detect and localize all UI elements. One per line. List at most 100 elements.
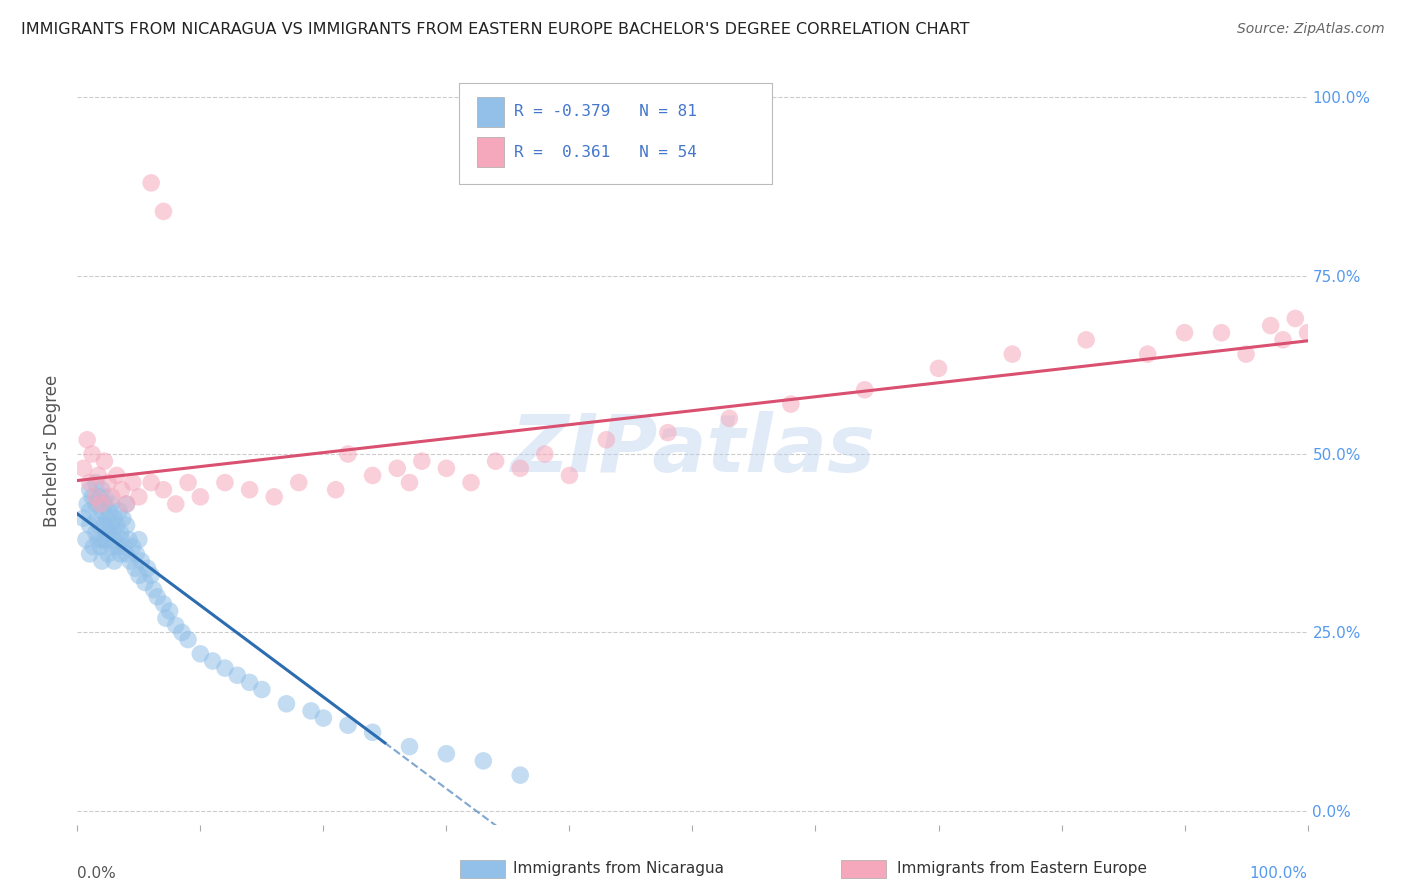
Point	[97, 525, 120, 540]
Point	[90, 554, 114, 568]
Point	[84, 475, 107, 490]
Point	[436, 461, 458, 475]
Text: 0.0%: 0.0%	[77, 866, 117, 881]
Point	[141, 568, 163, 582]
Point	[214, 661, 236, 675]
Point	[84, 490, 107, 504]
Point	[1211, 326, 1233, 340]
Point	[115, 518, 138, 533]
Text: R = -0.379   N = 81: R = -0.379 N = 81	[515, 104, 697, 120]
Point	[128, 568, 150, 582]
Point	[97, 475, 120, 490]
Point	[472, 754, 495, 768]
Point	[534, 447, 557, 461]
Point	[159, 604, 181, 618]
Point	[118, 533, 141, 547]
Point	[98, 504, 121, 518]
Point	[165, 497, 187, 511]
Point	[1260, 318, 1282, 333]
Point	[115, 547, 138, 561]
Point	[103, 554, 125, 568]
Point	[239, 483, 262, 497]
Point	[76, 497, 98, 511]
Point	[79, 483, 101, 497]
Point	[1136, 347, 1159, 361]
Point	[82, 540, 104, 554]
Point	[152, 204, 174, 219]
Point	[134, 575, 156, 590]
Text: R =  0.361   N = 54: R = 0.361 N = 54	[515, 145, 697, 160]
Point	[361, 725, 384, 739]
Point	[718, 411, 741, 425]
Text: IMMIGRANTS FROM NICARAGUA VS IMMIGRANTS FROM EASTERN EUROPE BACHELOR'S DEGREE CO: IMMIGRANTS FROM NICARAGUA VS IMMIGRANTS …	[21, 22, 970, 37]
Point	[121, 475, 143, 490]
Point	[111, 511, 134, 525]
Point	[325, 483, 347, 497]
Point	[110, 547, 132, 561]
Point	[100, 518, 122, 533]
Point	[112, 540, 135, 554]
Point	[94, 533, 117, 547]
Point	[177, 475, 200, 490]
Point	[460, 475, 482, 490]
Point	[94, 490, 117, 504]
Point	[86, 511, 108, 525]
Point	[128, 490, 150, 504]
Text: Immigrants from Nicaragua: Immigrants from Nicaragua	[513, 862, 724, 876]
Point	[263, 490, 285, 504]
Point	[129, 554, 153, 568]
Point	[108, 504, 131, 518]
Point	[141, 176, 163, 190]
Point	[111, 483, 132, 497]
Bar	[477, 97, 505, 127]
Point	[1296, 326, 1319, 340]
Point	[103, 511, 125, 525]
Point	[1234, 347, 1257, 361]
Point	[124, 561, 146, 575]
Point	[337, 447, 360, 461]
Y-axis label: Bachelor's Degree: Bachelor's Degree	[44, 375, 62, 526]
Point	[1284, 311, 1306, 326]
Point	[110, 525, 132, 540]
Point	[82, 447, 104, 461]
Point	[1174, 326, 1197, 340]
Point	[79, 475, 101, 490]
Point	[101, 497, 124, 511]
Point	[101, 525, 124, 540]
Point	[146, 590, 169, 604]
Point	[398, 739, 420, 754]
Point	[385, 461, 409, 475]
Point	[165, 618, 187, 632]
Point	[128, 533, 150, 547]
Point	[79, 504, 101, 518]
Point	[93, 518, 115, 533]
Point	[75, 533, 97, 547]
Point	[90, 483, 114, 497]
Point	[436, 747, 458, 761]
Point	[142, 582, 165, 597]
Point	[90, 533, 114, 547]
Point	[97, 547, 120, 561]
Text: Source: ZipAtlas.com: Source: ZipAtlas.com	[1237, 22, 1385, 37]
Point	[84, 525, 107, 540]
Point	[136, 561, 159, 575]
Point	[239, 675, 262, 690]
Point	[1001, 347, 1024, 361]
Point	[72, 511, 94, 525]
Text: ZIPatlas: ZIPatlas	[510, 411, 875, 490]
Point	[177, 632, 200, 647]
Point	[250, 682, 273, 697]
Point	[89, 518, 111, 533]
Point	[226, 668, 249, 682]
Point	[90, 540, 112, 554]
Point	[121, 540, 143, 554]
Point	[115, 497, 138, 511]
Point	[141, 475, 163, 490]
Point	[90, 497, 112, 511]
Point	[312, 711, 335, 725]
Point	[93, 497, 115, 511]
Point	[111, 533, 132, 547]
Point	[558, 468, 581, 483]
Point	[1076, 333, 1098, 347]
Point	[337, 718, 360, 732]
